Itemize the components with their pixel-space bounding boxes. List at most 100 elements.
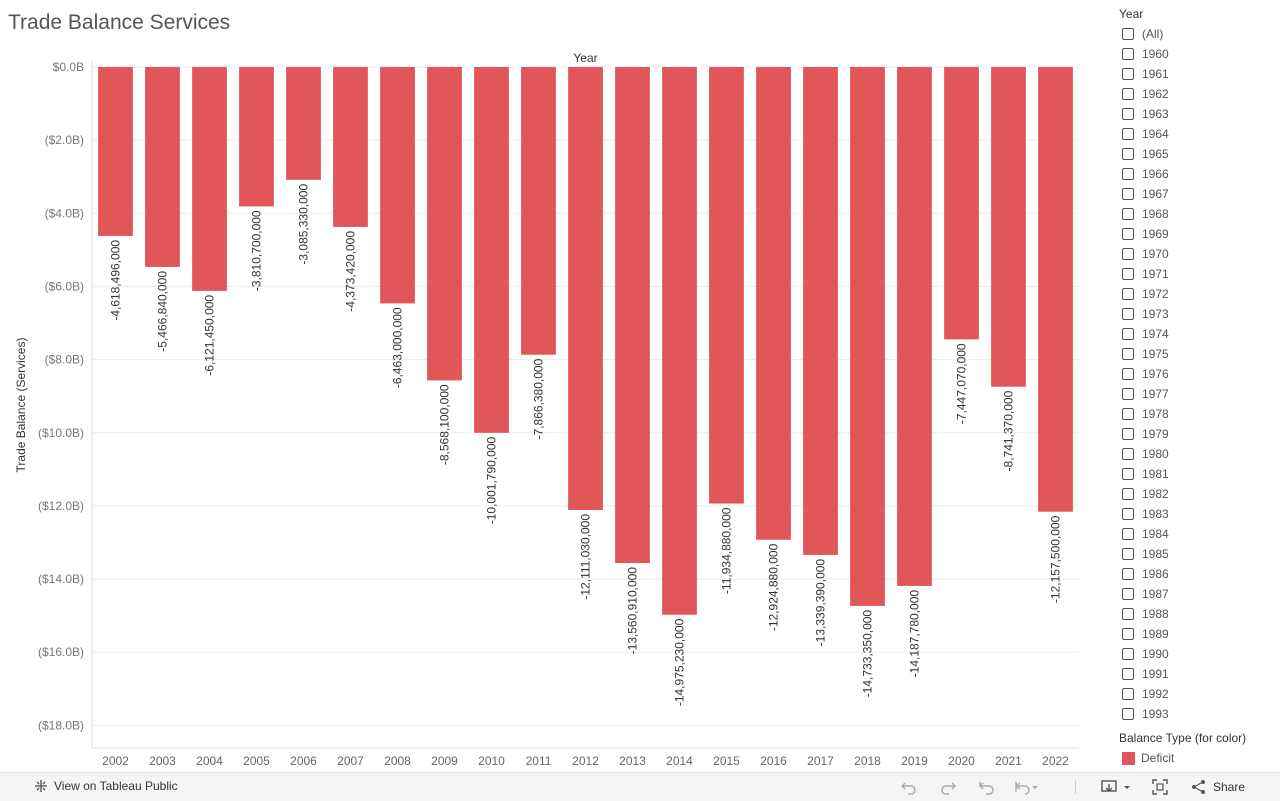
year-filter-item[interactable]: 1964 xyxy=(1122,124,1272,144)
checkbox[interactable] xyxy=(1122,28,1134,40)
bar[interactable] xyxy=(615,67,650,564)
bar[interactable] xyxy=(521,67,556,355)
undo-button[interactable] xyxy=(900,778,918,796)
checkbox[interactable] xyxy=(1122,408,1134,420)
checkbox[interactable] xyxy=(1122,268,1134,280)
bar[interactable] xyxy=(98,67,133,236)
checkbox[interactable] xyxy=(1122,128,1134,140)
checkbox[interactable] xyxy=(1122,608,1134,620)
year-filter-item[interactable]: 1978 xyxy=(1122,404,1272,424)
redo-button[interactable] xyxy=(939,778,957,796)
year-filter-item[interactable]: 1969 xyxy=(1122,224,1272,244)
year-filter-item[interactable]: 1968 xyxy=(1122,204,1272,224)
pause-button[interactable] xyxy=(1014,778,1040,796)
year-filter-item[interactable]: 1963 xyxy=(1122,104,1272,124)
checkbox[interactable] xyxy=(1122,708,1134,720)
year-filter-item[interactable]: 1989 xyxy=(1122,624,1272,644)
checkbox[interactable] xyxy=(1122,88,1134,100)
year-filter-item[interactable]: 1987 xyxy=(1122,584,1272,604)
year-filter-item[interactable]: 1962 xyxy=(1122,84,1272,104)
share-button[interactable]: Share xyxy=(1191,778,1245,796)
checkbox[interactable] xyxy=(1122,108,1134,120)
bar[interactable] xyxy=(709,67,744,504)
checkbox[interactable] xyxy=(1122,148,1134,160)
year-filter-item[interactable]: 1979 xyxy=(1122,424,1272,444)
year-filter-item[interactable]: 1960 xyxy=(1122,44,1272,64)
year-filter-item[interactable]: 1981 xyxy=(1122,464,1272,484)
bar[interactable] xyxy=(145,67,180,267)
year-filter-item[interactable]: 1977 xyxy=(1122,384,1272,404)
bar[interactable] xyxy=(380,67,415,304)
bar[interactable] xyxy=(803,67,838,555)
year-filter-item[interactable]: 1992 xyxy=(1122,684,1272,704)
checkbox[interactable] xyxy=(1122,568,1134,580)
checkbox[interactable] xyxy=(1122,468,1134,480)
bar[interactable] xyxy=(662,67,697,615)
year-filter-item[interactable]: 1982 xyxy=(1122,484,1272,504)
year-filter-item[interactable]: (All) xyxy=(1122,24,1272,44)
year-filter-item[interactable]: 1984 xyxy=(1122,524,1272,544)
year-filter-item[interactable]: 1990 xyxy=(1122,644,1272,664)
revert-button[interactable] xyxy=(978,778,996,796)
checkbox[interactable] xyxy=(1122,668,1134,680)
checkbox[interactable] xyxy=(1122,308,1134,320)
bar[interactable] xyxy=(850,67,885,606)
bar[interactable] xyxy=(427,67,462,381)
checkbox[interactable] xyxy=(1122,208,1134,220)
bar[interactable] xyxy=(897,67,932,586)
checkbox[interactable] xyxy=(1122,508,1134,520)
year-filter-item[interactable]: 1971 xyxy=(1122,264,1272,284)
legend-item-deficit[interactable]: Deficit xyxy=(1122,751,1174,765)
checkbox[interactable] xyxy=(1122,248,1134,260)
year-filter-item[interactable]: 1983 xyxy=(1122,504,1272,524)
checkbox[interactable] xyxy=(1122,368,1134,380)
checkbox[interactable] xyxy=(1122,388,1134,400)
checkbox[interactable] xyxy=(1122,188,1134,200)
view-on-tableau-public-link[interactable]: View on Tableau Public xyxy=(34,779,178,793)
checkbox[interactable] xyxy=(1122,228,1134,240)
year-filter-item[interactable]: 1976 xyxy=(1122,364,1272,384)
checkbox[interactable] xyxy=(1122,528,1134,540)
checkbox[interactable] xyxy=(1122,688,1134,700)
year-filter-item[interactable]: 1972 xyxy=(1122,284,1272,304)
bar[interactable] xyxy=(1038,67,1073,512)
checkbox[interactable] xyxy=(1122,628,1134,640)
year-filter-item[interactable]: 1961 xyxy=(1122,64,1272,84)
year-filter-item[interactable]: 1967 xyxy=(1122,184,1272,204)
bar[interactable] xyxy=(474,67,509,433)
checkbox[interactable] xyxy=(1122,328,1134,340)
year-filter-item[interactable]: 1993 xyxy=(1122,704,1272,724)
checkbox[interactable] xyxy=(1122,648,1134,660)
year-filter-item[interactable]: 1974 xyxy=(1122,324,1272,344)
checkbox[interactable] xyxy=(1122,548,1134,560)
bar[interactable] xyxy=(944,67,979,340)
year-filter-item[interactable]: 1980 xyxy=(1122,444,1272,464)
checkbox[interactable] xyxy=(1122,428,1134,440)
bar[interactable] xyxy=(991,67,1026,387)
year-filter-item[interactable]: 1988 xyxy=(1122,604,1272,624)
checkbox[interactable] xyxy=(1122,588,1134,600)
bar[interactable] xyxy=(756,67,791,540)
year-filter-item[interactable]: 1985 xyxy=(1122,544,1272,564)
year-filter-item[interactable]: 1975 xyxy=(1122,344,1272,364)
year-filter-item[interactable]: 1986 xyxy=(1122,564,1272,584)
year-filter-item[interactable]: 1991 xyxy=(1122,664,1272,684)
year-filter-item[interactable]: 1965 xyxy=(1122,144,1272,164)
year-filter-item[interactable]: 1973 xyxy=(1122,304,1272,324)
checkbox[interactable] xyxy=(1122,68,1134,80)
bar[interactable] xyxy=(568,67,603,510)
year-filter-item[interactable]: 1966 xyxy=(1122,164,1272,184)
download-button[interactable] xyxy=(1100,778,1132,796)
checkbox[interactable] xyxy=(1122,168,1134,180)
bar[interactable] xyxy=(286,67,321,180)
checkbox[interactable] xyxy=(1122,348,1134,360)
bar[interactable] xyxy=(192,67,227,291)
checkbox[interactable] xyxy=(1122,448,1134,460)
checkbox[interactable] xyxy=(1122,48,1134,60)
year-filter-item[interactable]: 1970 xyxy=(1122,244,1272,264)
bar[interactable] xyxy=(239,67,274,207)
checkbox[interactable] xyxy=(1122,488,1134,500)
bar[interactable] xyxy=(333,67,368,227)
fullscreen-button[interactable] xyxy=(1152,778,1168,796)
checkbox[interactable] xyxy=(1122,288,1134,300)
